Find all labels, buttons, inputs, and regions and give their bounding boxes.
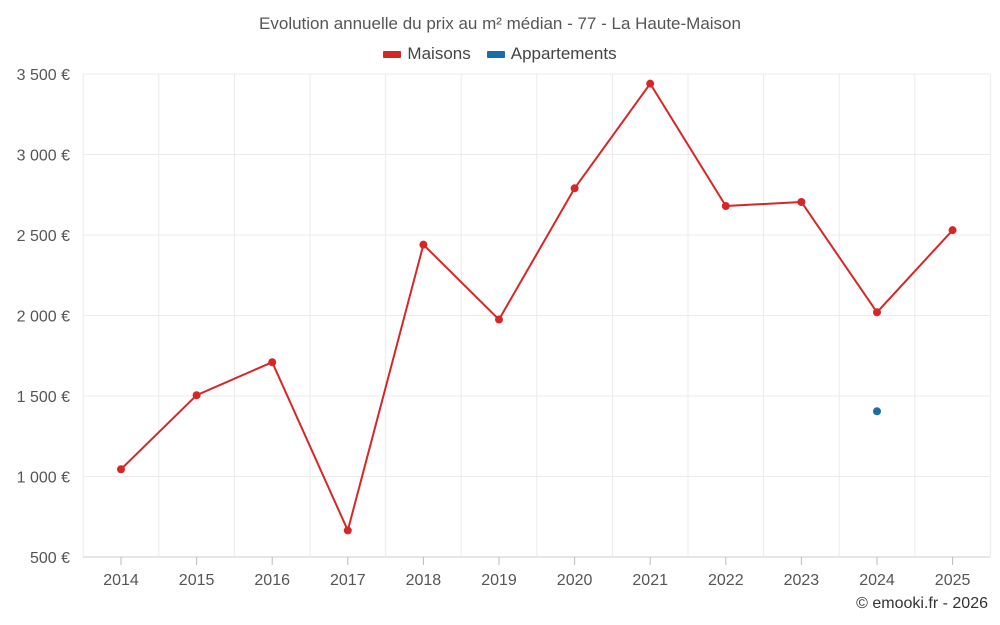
x-tick-label: 2024 — [859, 572, 895, 589]
data-point-maisons — [343, 526, 352, 535]
data-point-maisons — [721, 202, 730, 211]
y-tick-label: 2 000 € — [17, 309, 70, 326]
y-tick-label: 3 500 € — [17, 67, 70, 84]
data-point-maisons — [192, 391, 201, 400]
data-point-maisons — [797, 197, 806, 206]
x-tick-label: 2016 — [254, 572, 290, 589]
x-tick-label: 2015 — [179, 572, 215, 589]
x-tick-label: 2019 — [481, 572, 517, 589]
data-point-maisons — [495, 315, 503, 324]
data-point-maisons — [873, 308, 881, 317]
legend-item-maisons[interactable]: Maisons — [383, 44, 471, 64]
data-point-maisons — [419, 240, 428, 249]
x-tick-label: 2018 — [406, 572, 442, 589]
data-point-maisons — [117, 465, 125, 474]
data-point-appartements — [873, 407, 881, 416]
y-tick-label: 500 € — [30, 550, 70, 567]
credit-text: © emooki.fr - 2026 — [856, 595, 988, 612]
chart-title: Evolution annuelle du prix au m² médian … — [259, 14, 741, 33]
series-line-maisons — [120, 82, 954, 532]
legend: Maisons Appartements — [0, 44, 1000, 64]
x-tick-label: 2025 — [935, 572, 971, 589]
legend-swatch-maisons — [383, 50, 402, 58]
x-tick-label: 2023 — [784, 572, 820, 589]
legend-label-maisons: Maisons — [407, 44, 471, 63]
y-tick-label: 3 000 € — [17, 148, 70, 165]
x-tick-label: 2017 — [330, 572, 366, 589]
y-tick-label: 1 500 € — [17, 389, 70, 406]
data-point-maisons — [570, 184, 579, 193]
y-tick-label: 2 500 € — [17, 228, 70, 245]
x-tick-label: 2020 — [557, 572, 593, 589]
y-tick-label: 1 000 € — [17, 470, 70, 487]
x-tick-label: 2014 — [103, 572, 139, 589]
legend-item-appartements[interactable]: Appartements — [486, 44, 617, 64]
legend-swatch-appartements — [486, 50, 505, 58]
data-point-maisons — [948, 226, 957, 235]
data-point-maisons — [646, 79, 655, 88]
x-tick-label: 2021 — [632, 572, 668, 589]
x-tick-label: 2022 — [708, 572, 744, 589]
data-point-maisons — [268, 358, 277, 367]
legend-label-appartements: Appartements — [510, 44, 617, 63]
